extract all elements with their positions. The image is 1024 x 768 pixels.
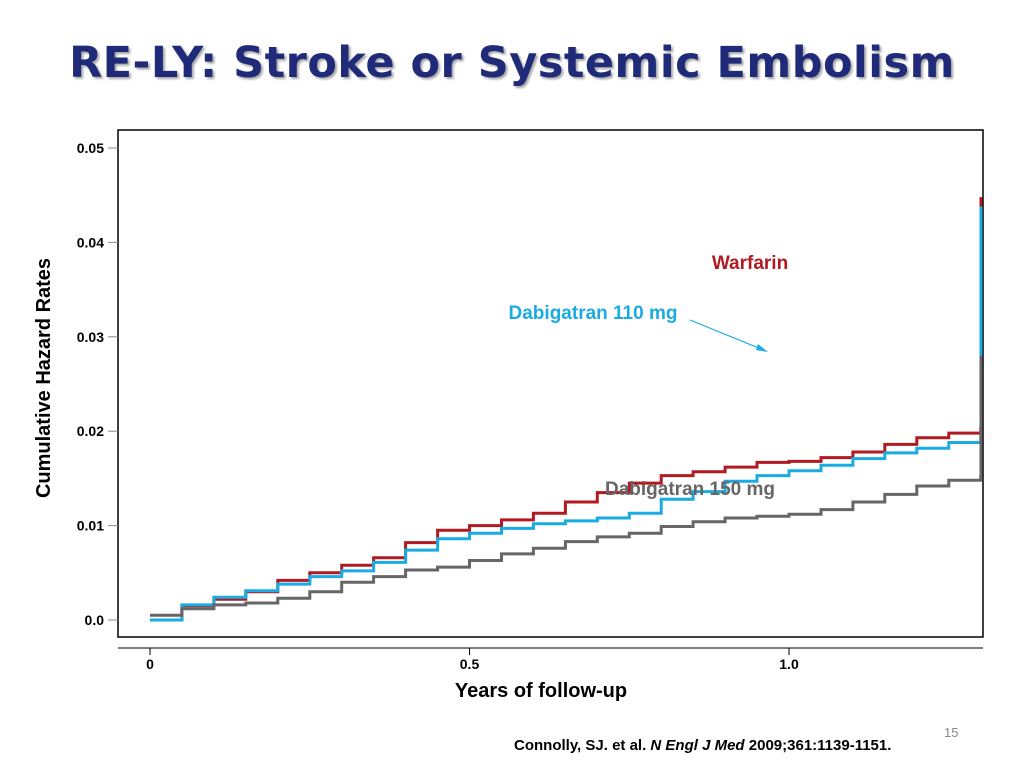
annotation-dabigatran-150: Dabigatran 150 mg bbox=[605, 479, 775, 500]
series-layer bbox=[150, 197, 983, 622]
x-tick-label: 0 bbox=[146, 656, 154, 672]
annotation-arrowhead-110 bbox=[756, 344, 768, 352]
annotation-dabigatran-110: Dabigatran 110 mg bbox=[509, 303, 678, 324]
series-line-warfarin bbox=[150, 197, 983, 622]
x-tick-label: 1.0 bbox=[779, 656, 799, 672]
plot-area-frame bbox=[117, 129, 984, 638]
y-axis: 0.0 0.01 0.02 0.03 0.04 0.05 bbox=[77, 140, 118, 628]
y-tick-label: 0.04 bbox=[77, 234, 104, 250]
annotation-arrow-110 bbox=[689, 319, 767, 352]
y-tick-label: 0.0 bbox=[85, 612, 105, 628]
slide-number: 15 bbox=[944, 725, 959, 740]
series-line-dabigatran-150-mg bbox=[150, 355, 983, 617]
citation-details: 2009;361:1139-1151. bbox=[744, 737, 892, 754]
annotation-warfarin: Warfarin bbox=[712, 253, 788, 274]
x-axis: 00.51.01.52.02.5 bbox=[118, 647, 983, 672]
series-line-dabigatran-110-mg bbox=[150, 206, 983, 622]
x-axis-label: Years of follow-up bbox=[455, 680, 627, 702]
y-tick-label: 0.02 bbox=[77, 423, 104, 439]
annotation-layer: Warfarin Dabigatran 110 mg Dabigatran 15… bbox=[509, 253, 789, 500]
y-tick-label: 0.01 bbox=[77, 518, 104, 534]
citation-authors: Connolly, SJ. et al. bbox=[514, 737, 651, 754]
y-tick-label: 0.03 bbox=[77, 329, 104, 345]
y-tick-label: 0.05 bbox=[77, 140, 104, 156]
x-tick-label: 0.5 bbox=[460, 656, 480, 672]
slide-title: RE-LY: Stroke or Systemic Embolism bbox=[69, 38, 955, 88]
citation-journal: N Engl J Med bbox=[650, 737, 745, 754]
y-axis-label: Cumulative Hazard Rates bbox=[33, 258, 55, 498]
citation: Connolly, SJ. et al. N Engl J Med 2009;3… bbox=[514, 737, 891, 754]
